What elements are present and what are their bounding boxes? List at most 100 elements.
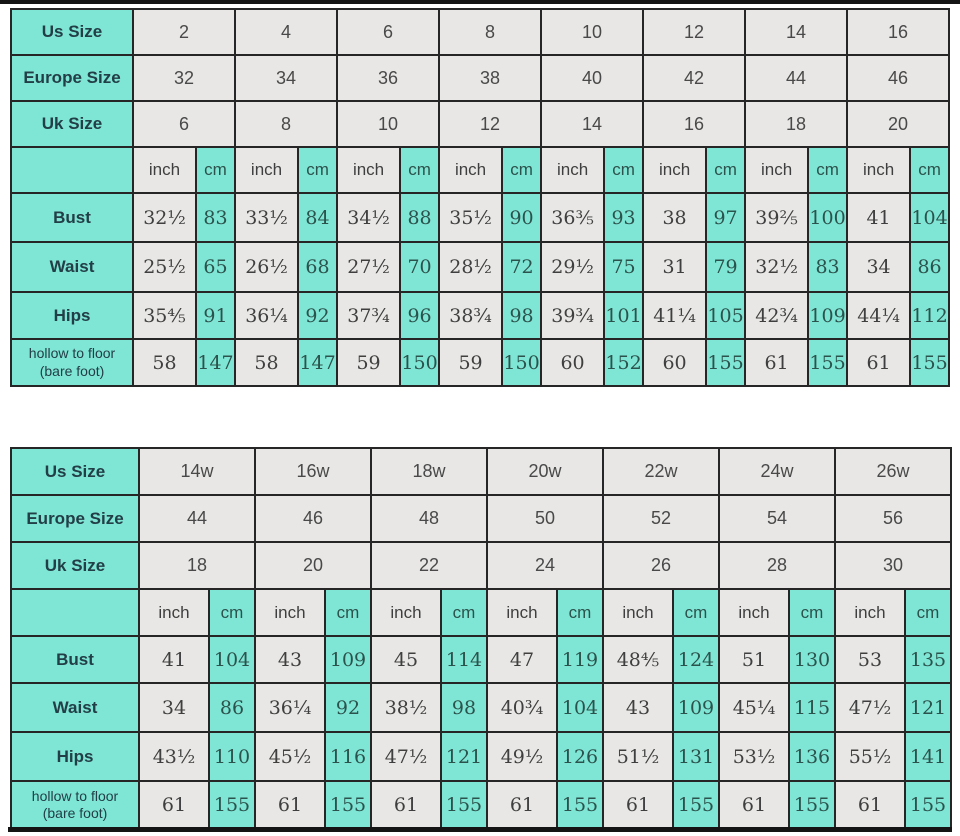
size-value-cell: 46 [846, 54, 951, 102]
size-value-cell: 10 [540, 8, 645, 56]
measure-inch-cell: 38½ [370, 682, 442, 733]
measure-cm-cell: 96 [399, 291, 441, 340]
measure-label-text: Hips [56, 746, 94, 766]
measure-inch-cell: 29½ [540, 241, 606, 293]
size-value-cell: 28 [718, 541, 836, 590]
measure-cm-cell: 155 [788, 780, 836, 830]
size-value-cell: 48 [370, 494, 488, 543]
measure-cm-cell: 97 [705, 192, 747, 243]
bottom-divider [8, 827, 952, 832]
measure-inch-cell: 41 [138, 635, 210, 684]
measure-cm-cell: 93 [603, 192, 645, 243]
measure-cm-cell: 112 [909, 291, 951, 340]
size-value-cell: 52 [602, 494, 720, 543]
measure-cm-cell: 100 [807, 192, 849, 243]
unit-cm-cell: cm [194, 146, 237, 194]
measure-cm-cell: 98 [501, 291, 543, 340]
measure-cm-cell: 121 [440, 731, 488, 782]
size-value-cell: 8 [234, 100, 339, 148]
size-value-cell: 16w [254, 447, 372, 496]
measure-cm-cell: 105 [705, 291, 747, 340]
measure-inch-cell: 47 [486, 635, 558, 684]
measure-cm-cell: 79 [705, 241, 747, 293]
unit-cm-cell: cm [399, 146, 441, 194]
measure-inch-cell: 39¾ [540, 291, 606, 340]
unit-cm-cell: cm [208, 588, 256, 637]
measure-cm-cell: 155 [324, 780, 372, 830]
measure-inch-cell: 38 [642, 192, 708, 243]
measure-cm-cell: 92 [324, 682, 372, 733]
measure-inch-cell: 51 [718, 635, 790, 684]
measure-inch-cell: 38¾ [438, 291, 504, 340]
measure-inch-cell: 61 [486, 780, 558, 830]
unit-cm-cell: cm [297, 146, 339, 194]
measure-row: Hips 35⅘ 91 36¼ 92 37¾ 96 38¾ 98 39¾ 101 41¼ 105 42¾ 1… [10, 291, 951, 340]
unit-cm-cell: cm [501, 146, 543, 194]
row-label-cell: Uk Size [10, 541, 140, 590]
measure-inch-cell: 61 [744, 338, 810, 387]
measure-label-text: hollow to floor [28, 345, 116, 361]
measure-label-cell: Bust [10, 192, 134, 243]
size-value-cell: 22w [602, 447, 720, 496]
measure-inch-cell: 39⅖ [744, 192, 810, 243]
size-value-cell: 14 [540, 100, 645, 148]
measure-label-cell: hollow to floor (bare foot) [10, 338, 134, 387]
measure-inch-cell: 34 [138, 682, 210, 733]
measure-cm-cell: 109 [324, 635, 372, 684]
measure-label-text: Waist [52, 697, 98, 717]
size-value-cell: 18 [138, 541, 256, 590]
measure-row: Waist 34 86 36¼ 92 38½ 98 40¾ 104 43 109 45¼ 115 47½ 1… [10, 682, 952, 733]
measure-inch-cell: 61 [370, 780, 442, 830]
measure-cm-cell: 155 [208, 780, 256, 830]
measure-cm-cell: 92 [297, 291, 339, 340]
measure-inch-cell: 28½ [438, 241, 504, 293]
measure-inch-cell: 36¼ [254, 682, 326, 733]
unit-cm-cell: cm [603, 146, 645, 194]
unit-inch-cell: inch [132, 146, 197, 194]
measure-inch-cell: 47½ [834, 682, 906, 733]
size-value-cell: 18 [744, 100, 849, 148]
measure-inch-cell: 36⅗ [540, 192, 606, 243]
measure-cm-cell: 135 [904, 635, 952, 684]
measure-cm-cell: 72 [501, 241, 543, 293]
size-value-cell: 34 [234, 54, 339, 102]
measure-inch-cell: 31 [642, 241, 708, 293]
measure-inch-cell: 61 [834, 780, 906, 830]
size-value-cell: 26 [602, 541, 720, 590]
size-value-cell: 12 [438, 100, 543, 148]
measure-inch-cell: 37¾ [336, 291, 402, 340]
measure-cm-cell: 155 [909, 338, 951, 387]
measure-cm-cell: 136 [788, 731, 836, 782]
size-value-cell: 24w [718, 447, 836, 496]
measure-cm-cell: 147 [297, 338, 339, 387]
measure-inch-cell: 44¼ [846, 291, 912, 340]
measure-cm-cell: 131 [672, 731, 720, 782]
unit-cm-cell: cm [788, 588, 836, 637]
measure-row: Hips 43½ 110 45½ 116 47½ 121 49½ 126 51½ 131 53½ 136… [10, 731, 952, 782]
size-value-cell: 46 [254, 494, 372, 543]
size-value-cell: 4 [234, 8, 339, 56]
row-label-cell: Us Size [10, 8, 134, 56]
measure-cm-cell: 150 [399, 338, 441, 387]
measure-inch-cell: 25½ [132, 241, 197, 293]
size-row: Europe Size 32 34 36 38 40 42 44 46 [10, 54, 951, 102]
unit-cm-cell: cm [440, 588, 488, 637]
measure-cm-cell: 104 [909, 192, 951, 243]
measure-label-cell: Hips [10, 731, 140, 782]
unit-inch-cell: inch [486, 588, 558, 637]
measure-cm-cell: 155 [440, 780, 488, 830]
measure-inch-cell: 33½ [234, 192, 300, 243]
measure-cm-cell: 88 [399, 192, 441, 243]
measure-inch-cell: 32½ [132, 192, 197, 243]
size-value-cell: 2 [131, 8, 237, 56]
size-value-cell: 38 [438, 54, 543, 102]
top-divider [0, 0, 960, 4]
measure-cm-cell: 101 [603, 291, 645, 340]
measure-cm-cell: 155 [807, 338, 849, 387]
measure-inch-cell: 48⅘ [602, 635, 674, 684]
size-value-cell: 12 [642, 8, 747, 56]
unit-cm-cell: cm [672, 588, 720, 637]
measure-cm-cell: 84 [297, 192, 339, 243]
size-value-cell: 18w [370, 447, 488, 496]
measure-inch-cell: 51½ [602, 731, 674, 782]
